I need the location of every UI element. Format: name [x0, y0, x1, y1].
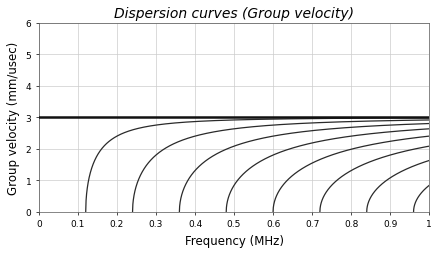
- Y-axis label: Group velocity (mm/usec): Group velocity (mm/usec): [7, 41, 20, 194]
- Title: Dispersion curves (Group velocity): Dispersion curves (Group velocity): [114, 7, 353, 21]
- X-axis label: Frequency (MHz): Frequency (MHz): [184, 234, 283, 247]
